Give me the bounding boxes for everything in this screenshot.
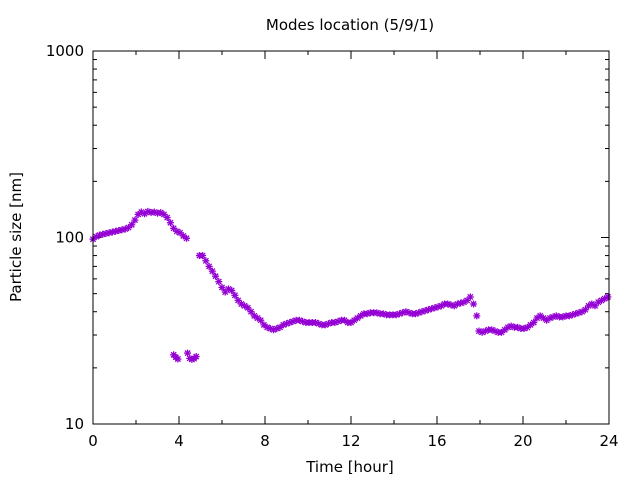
chart-title: Modes location (5/9/1) (266, 16, 434, 34)
data-point (473, 312, 481, 320)
data-point (218, 283, 226, 291)
data-point (231, 291, 239, 299)
data-point (205, 262, 213, 270)
x-tick-label: 20 (513, 432, 532, 450)
data-point (215, 278, 223, 286)
data-point (228, 286, 236, 294)
data-point (176, 229, 184, 237)
data-points (89, 207, 612, 363)
axis-ticks: 0 4 8 12 16 20 24 10 100 1000 (46, 42, 619, 450)
y-tick-label: 10 (65, 415, 84, 433)
data-point (166, 219, 174, 227)
x-tick-label: 12 (341, 432, 360, 450)
data-point (578, 308, 586, 316)
y-axis-title: Particle size [nm] (7, 172, 25, 302)
x-tick-label: 24 (599, 432, 618, 450)
data-point (128, 221, 136, 229)
data-point (202, 257, 210, 265)
data-point (530, 319, 538, 327)
y-tick-label: 100 (55, 229, 84, 247)
data-point (565, 312, 573, 320)
data-point (208, 267, 216, 275)
data-point (131, 216, 139, 224)
data-point (466, 293, 474, 301)
x-tick-label: 0 (88, 432, 98, 450)
data-point (257, 316, 265, 324)
data-point (312, 319, 320, 327)
data-point (247, 308, 255, 316)
data-point (174, 355, 182, 363)
data-point (199, 252, 207, 260)
data-point (604, 293, 612, 301)
x-tick-label: 4 (174, 432, 184, 450)
data-point (192, 353, 200, 361)
y-tick-label: 1000 (46, 42, 84, 60)
data-point (470, 300, 478, 308)
x-axis-title: Time [hour] (305, 458, 394, 476)
x-tick-label: 8 (260, 432, 270, 450)
data-point (212, 272, 220, 280)
data-point (163, 214, 171, 222)
data-point (160, 210, 168, 218)
plot-frame (92, 50, 610, 425)
x-tick-label: 16 (427, 432, 446, 450)
data-point (549, 313, 557, 321)
data-point (183, 234, 191, 242)
